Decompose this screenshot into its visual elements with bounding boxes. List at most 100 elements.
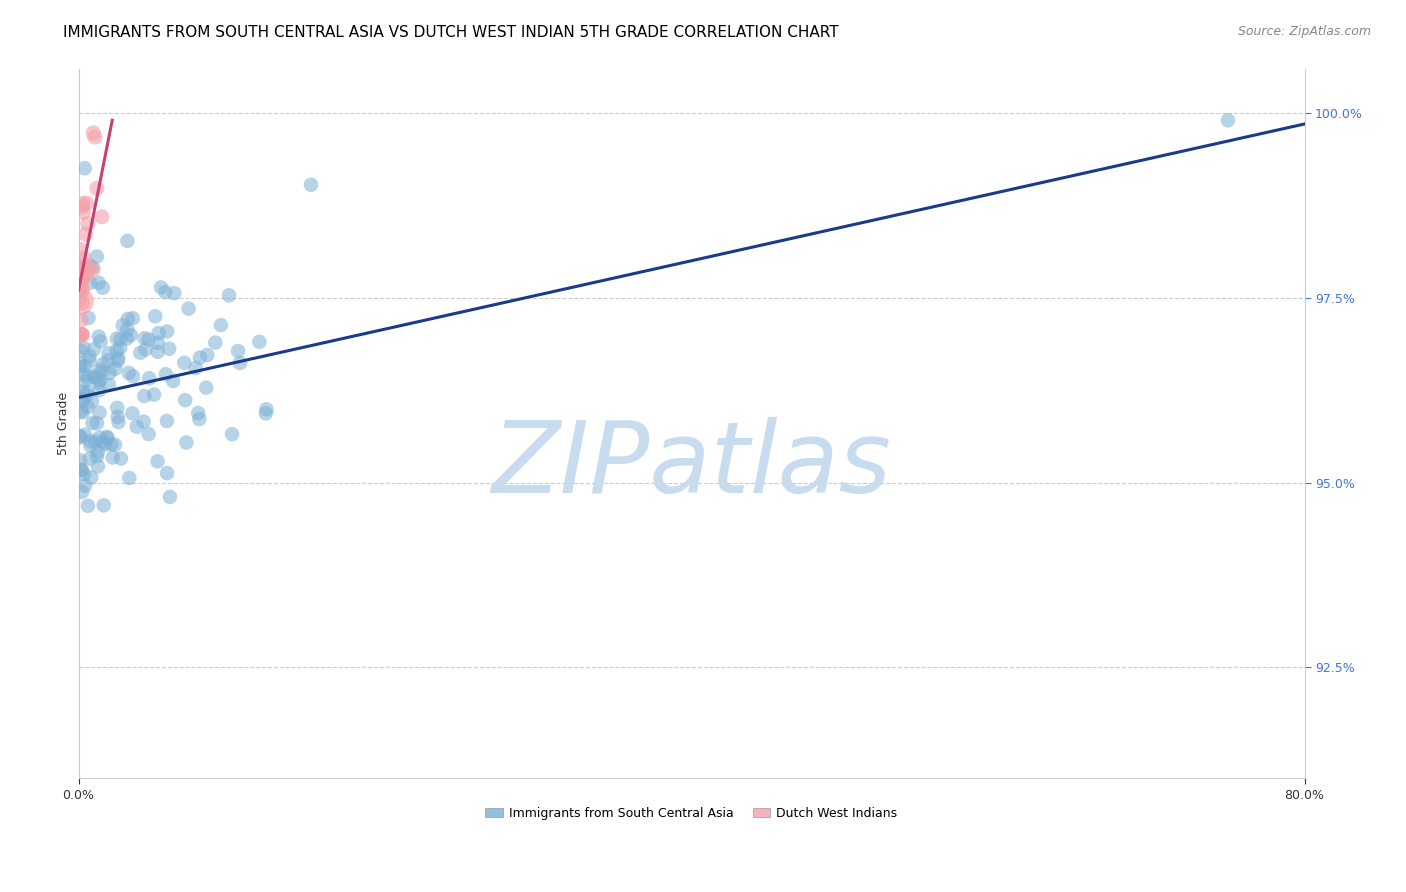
Point — [72, 268, 94, 283]
Point — [76, 400, 98, 414]
Point — [70, 463, 93, 477]
Point — [69, 453, 91, 467]
Point — [146, 454, 169, 468]
Point — [122, 369, 145, 384]
Point — [174, 393, 197, 408]
Point — [121, 406, 143, 420]
Point — [184, 360, 207, 375]
Point — [100, 437, 122, 451]
Point — [138, 427, 160, 442]
Point — [146, 344, 169, 359]
Point — [69, 280, 91, 294]
Point — [117, 234, 139, 248]
Point — [105, 343, 128, 358]
Point — [157, 342, 180, 356]
Y-axis label: 5th Grade: 5th Grade — [58, 392, 70, 455]
Point — [89, 363, 111, 377]
Point — [89, 373, 111, 387]
Point — [69, 243, 91, 257]
Point — [83, 369, 105, 384]
Point — [75, 227, 97, 242]
Point — [84, 129, 107, 144]
Point — [195, 381, 218, 395]
Point — [110, 332, 132, 346]
Point — [87, 329, 110, 343]
Point — [195, 348, 218, 362]
Point — [84, 370, 107, 384]
Point — [218, 288, 240, 302]
Point — [77, 499, 100, 513]
Point — [70, 327, 93, 342]
Point — [91, 357, 114, 371]
Point — [159, 490, 181, 504]
Text: ZIPatlas: ZIPatlas — [492, 417, 891, 515]
Point — [67, 293, 90, 307]
Point — [69, 280, 91, 294]
Point — [82, 126, 104, 140]
Point — [176, 435, 198, 450]
Point — [118, 471, 141, 485]
Point — [187, 406, 209, 420]
Point — [75, 368, 97, 382]
Point — [79, 276, 101, 290]
Point — [104, 438, 127, 452]
Point — [72, 200, 94, 214]
Point — [87, 459, 110, 474]
Point — [72, 341, 94, 355]
Point — [117, 323, 139, 337]
Point — [105, 401, 128, 415]
Point — [75, 262, 97, 277]
Point — [188, 351, 211, 365]
Point — [75, 268, 97, 282]
Point — [97, 353, 120, 368]
Point — [111, 318, 134, 333]
Point — [73, 161, 96, 176]
Point — [209, 318, 232, 333]
Point — [70, 276, 93, 290]
Point — [229, 356, 252, 370]
Point — [87, 383, 110, 397]
Point — [76, 370, 98, 384]
Point — [75, 478, 97, 492]
Point — [72, 196, 94, 211]
Point — [76, 388, 98, 402]
Point — [104, 361, 127, 376]
Point — [120, 328, 142, 343]
Point — [72, 327, 94, 342]
Point — [118, 366, 141, 380]
Point — [143, 310, 166, 324]
Text: Source: ZipAtlas.com: Source: ZipAtlas.com — [1237, 25, 1371, 38]
Point — [69, 356, 91, 370]
Point — [73, 251, 96, 265]
Point — [72, 261, 94, 276]
Point — [72, 205, 94, 219]
Point — [155, 368, 177, 382]
Point — [90, 334, 112, 349]
Point — [83, 342, 105, 356]
Point — [73, 467, 96, 482]
Point — [247, 334, 270, 349]
Point — [72, 264, 94, 278]
Point — [150, 280, 173, 294]
Point — [69, 430, 91, 444]
Point — [96, 431, 118, 445]
Point — [91, 281, 114, 295]
Point — [129, 346, 152, 360]
Point — [79, 438, 101, 452]
Point — [87, 276, 110, 290]
Point — [80, 394, 103, 409]
Point — [86, 181, 108, 195]
Point — [90, 210, 112, 224]
Point — [97, 346, 120, 360]
Point — [72, 270, 94, 285]
Point — [115, 332, 138, 346]
Point — [72, 393, 94, 408]
Point — [77, 260, 100, 275]
Text: IMMIGRANTS FROM SOUTH CENTRAL ASIA VS DUTCH WEST INDIAN 5TH GRADE CORRELATION CH: IMMIGRANTS FROM SOUTH CENTRAL ASIA VS DU… — [63, 25, 839, 40]
Point — [77, 353, 100, 368]
Point — [221, 427, 243, 442]
Point — [177, 301, 200, 316]
Point — [67, 272, 90, 286]
Point — [87, 444, 110, 458]
Point — [70, 283, 93, 297]
